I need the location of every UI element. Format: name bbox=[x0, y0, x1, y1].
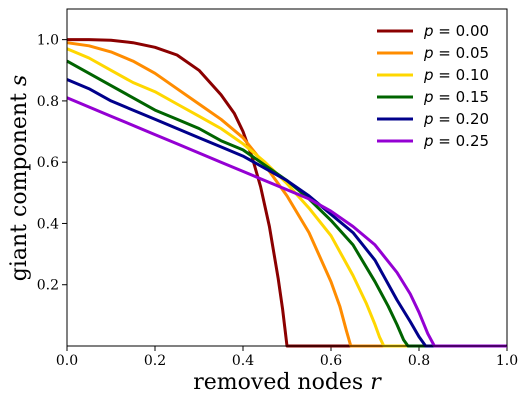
series-line-0 bbox=[67, 38, 507, 348]
y-axis-label: giant component s bbox=[7, 75, 32, 281]
legend: p = 0.00p = 0.05p = 0.10p = 0.15p = 0.20… bbox=[377, 22, 489, 150]
y-tick-label: 1.0 bbox=[37, 33, 59, 49]
axis-ticks: 0.0 0.2 0.4 0.6 0.8 1.0 0.2 0.4 0.6 0.8 1.0 bbox=[37, 33, 518, 369]
legend-var: p bbox=[423, 110, 438, 128]
legend-entry: p = 0.05 bbox=[423, 44, 489, 62]
x-tick-label: 0.2 bbox=[144, 353, 166, 369]
x-axis-label-var: r bbox=[370, 370, 382, 394]
y-axis-label-var: s bbox=[7, 75, 32, 86]
series-lines bbox=[66, 38, 507, 348]
series-line-2 bbox=[66, 47, 507, 348]
y-axis-label-text: giant component bbox=[7, 86, 32, 281]
legend-value: = 0.20 bbox=[438, 110, 489, 128]
legend-var: p bbox=[423, 44, 438, 62]
x-tick-label: 0.4 bbox=[232, 353, 254, 369]
x-axis-label: removed nodes r bbox=[193, 370, 382, 394]
x-axis-label-text: removed nodes bbox=[193, 370, 370, 394]
legend-entry: p = 0.20 bbox=[423, 110, 489, 128]
x-tick-label: 0.8 bbox=[408, 353, 430, 369]
legend-value: = 0.10 bbox=[438, 66, 489, 84]
legend-value: = 0.15 bbox=[438, 88, 489, 106]
series-line-5 bbox=[66, 96, 507, 348]
legend-var: p bbox=[423, 22, 438, 40]
legend-value: = 0.05 bbox=[438, 44, 489, 62]
y-tick-label: 0.4 bbox=[37, 216, 59, 232]
x-tick-label: 0.0 bbox=[56, 353, 78, 369]
legend-entry: p = 0.10 bbox=[423, 66, 489, 84]
y-tick-label: 0.2 bbox=[37, 278, 59, 294]
legend-var: p bbox=[423, 88, 438, 106]
legend-value: = 0.25 bbox=[438, 132, 489, 150]
legend-entry: p = 0.15 bbox=[423, 88, 489, 106]
plot-frame bbox=[66, 8, 508, 347]
y-tick-label: 0.6 bbox=[37, 155, 59, 171]
x-tick-label: 1.0 bbox=[496, 353, 518, 369]
legend-value: = 0.00 bbox=[438, 22, 489, 40]
series-line-4 bbox=[66, 78, 507, 348]
legend-var: p bbox=[423, 132, 438, 150]
y-tick-label: 0.8 bbox=[37, 94, 59, 110]
legend-var: p bbox=[423, 66, 438, 84]
x-tick-label: 0.6 bbox=[320, 353, 342, 369]
legend-entry: p = 0.00 bbox=[423, 22, 489, 40]
legend-entry: p = 0.25 bbox=[423, 132, 489, 150]
